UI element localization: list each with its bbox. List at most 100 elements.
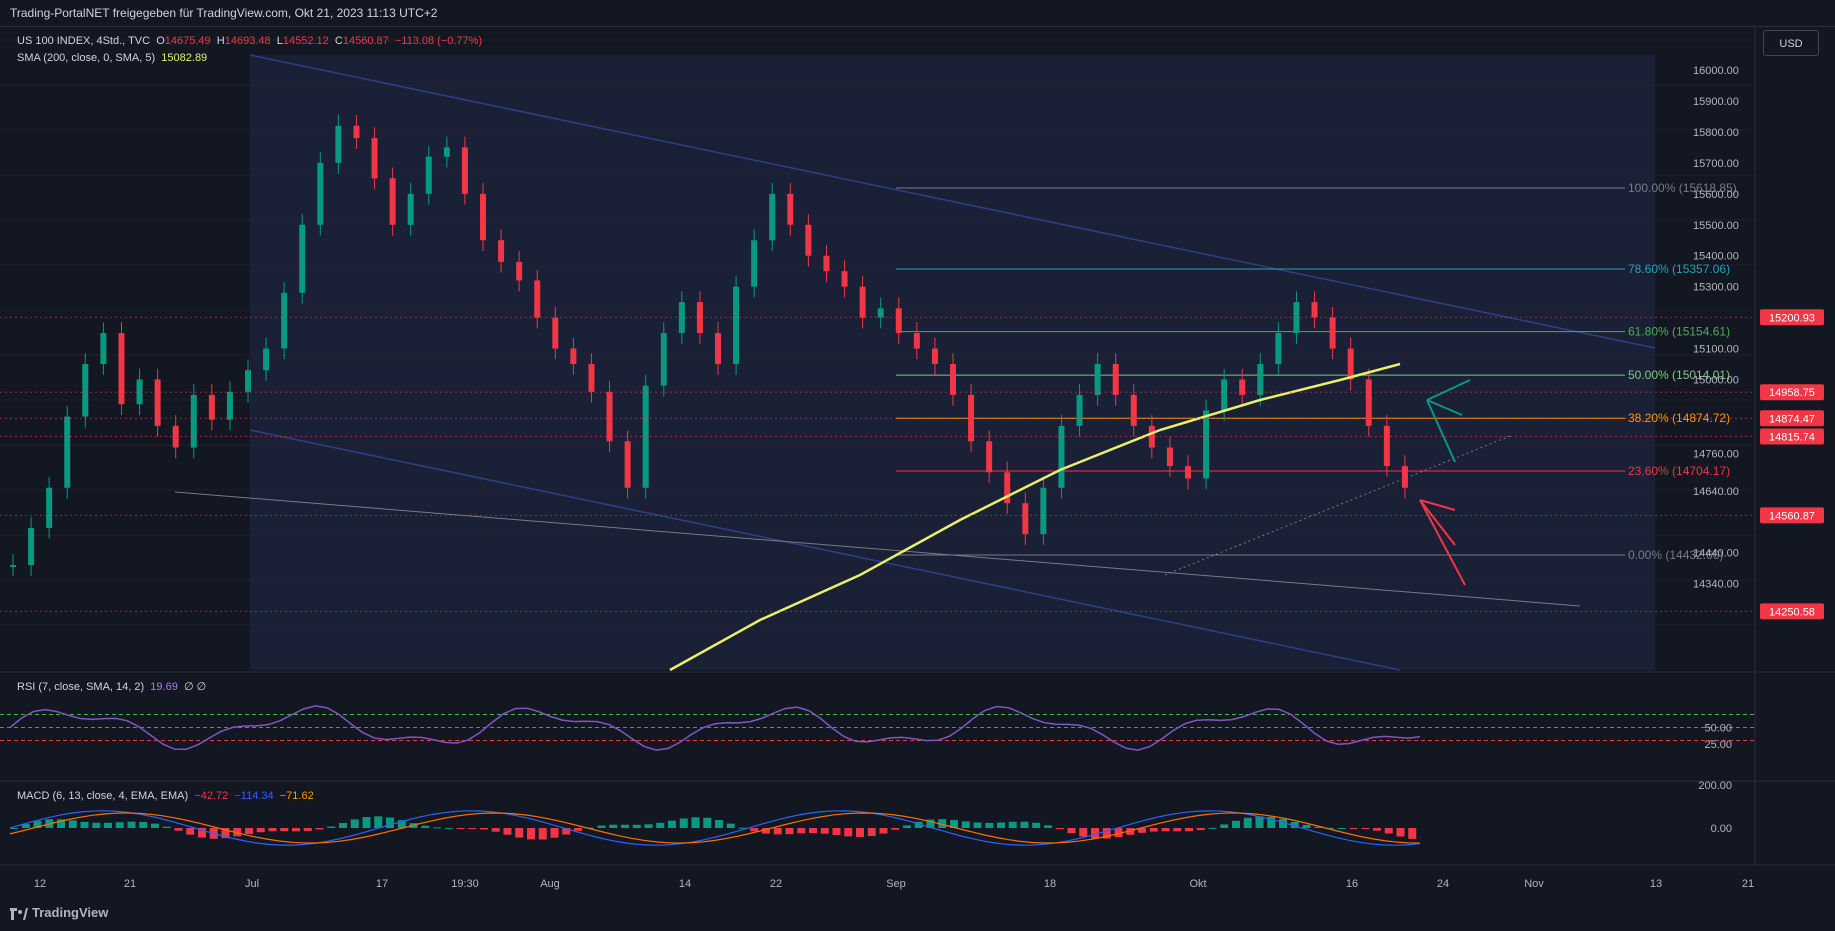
rsi-legend[interactable]: RSI (7, close, SMA, 14, 2) 19.69 ∅ ∅ [17, 680, 206, 693]
macd-histogram-bar [1126, 828, 1135, 835]
price-badge [1760, 507, 1824, 524]
price-tick-label: 15300.00 [1693, 282, 1739, 294]
change-value: −113.08 (−0.77%) [394, 35, 483, 47]
price-axis[interactable]: 16000.00 15900.00 15800.00 15700.00 15600.00… [0, 65, 1824, 620]
macd-histogram-bar [468, 828, 477, 829]
rsi-tick-label: 50.00 [1704, 723, 1732, 735]
trend-line [1164, 435, 1511, 576]
macd-histogram-bar [762, 828, 770, 834]
sma-legend[interactable]: SMA (200, close, 0, SMA, 5) 15082.89 [17, 52, 207, 64]
macd-histogram-bar [903, 825, 911, 828]
macd-histogram-bar [1208, 827, 1217, 829]
macd-histogram-bar [820, 828, 829, 834]
macd-histogram-bar [832, 828, 841, 835]
candle-body [1365, 379, 1372, 426]
price-tick-label: 15400.00 [1693, 251, 1739, 263]
price-badge [1760, 384, 1824, 401]
candle-body [1347, 348, 1354, 380]
macd-histogram-bar [68, 820, 77, 828]
macd-histogram-bar [57, 819, 65, 828]
candle-body [805, 224, 812, 256]
candle-body [986, 441, 993, 473]
candle-body [534, 280, 541, 318]
bullish-arrow [1426, 379, 1471, 401]
macd-histogram-bar [21, 823, 30, 828]
macd-histogram-bar [1079, 828, 1088, 837]
time-tick-label: 22 [770, 878, 782, 890]
macd-histogram-bar [1255, 816, 1264, 828]
candle-body [425, 156, 432, 194]
price-tick-label: 15700.00 [1693, 158, 1739, 170]
rsi-extra: ∅ ∅ [183, 681, 207, 693]
macd-histogram-bar [715, 820, 723, 828]
macd-tick-label: 0.00 [1711, 823, 1732, 835]
macd-histogram-bar [386, 817, 394, 828]
macd-histogram-bar [327, 826, 336, 828]
rsi-pane: 50.00 25.00 [0, 705, 1755, 751]
macd-histogram-bar [433, 827, 441, 829]
low-value: 14552.12 [282, 35, 329, 47]
macd-histogram-bar [256, 828, 265, 833]
macd-histogram-bar [104, 822, 112, 828]
macd-histogram-bar [550, 828, 559, 838]
macd-tick-label: 200.00 [1698, 780, 1732, 792]
symbol-name: US 100 INDEX, 4Std., TVC [17, 35, 151, 47]
candle-body [931, 348, 938, 364]
price-badge [1760, 603, 1824, 620]
macd-histogram-bar [1290, 821, 1299, 828]
macd-histogram-bar [809, 828, 817, 834]
macd-histogram-bar [1067, 828, 1076, 834]
price-badge-label: 14560.87 [1769, 510, 1815, 522]
macd-histogram-bar [1384, 828, 1393, 834]
price-badge-label: 15200.93 [1769, 312, 1815, 324]
fib-level-label: 78.60% (15357.06) [1628, 262, 1730, 276]
macd-histogram-bar [350, 819, 359, 828]
candle-body [208, 394, 215, 420]
candle-body [624, 441, 631, 488]
price-badge [1760, 428, 1824, 445]
currency-button[interactable]: USD [1763, 30, 1819, 56]
channel-lines [174, 54, 1656, 671]
macd-histogram-bar [127, 821, 136, 828]
candle-body [353, 125, 360, 139]
time-axis[interactable]: 12 21 Jul 17 19:30 Aug 14 22 Sep 18 Okt 16 24 Nov 13 21 [34, 878, 1754, 890]
macd-histogram-bar [1196, 828, 1205, 831]
macd-histogram-bar [139, 821, 148, 828]
candle-body [1257, 363, 1264, 395]
macd-histogram-bar [679, 818, 688, 828]
macd-histogram-bar [92, 822, 101, 828]
time-tick-label: 21 [124, 878, 136, 890]
candle-body [715, 333, 721, 364]
tradingview-brand[interactable]: TradingView [10, 905, 108, 920]
macd-line [9, 810, 1421, 846]
macd-label: MACD (6, 13, close, 4, EMA, EMA) [17, 790, 189, 802]
rsi-tick-label: 25.00 [1704, 739, 1732, 751]
candle-body [1166, 447, 1173, 467]
macd-histogram-bar [1267, 816, 1276, 828]
candle-body [1221, 379, 1228, 411]
price-badge-label: 14874.47 [1769, 413, 1815, 425]
time-tick-label: 17 [376, 878, 388, 890]
candle-body [371, 138, 378, 179]
macd-histogram-bar [621, 824, 629, 828]
macd-histogram-bar [1161, 828, 1170, 832]
macd-histogram-bar [1091, 828, 1099, 839]
candle-body [895, 308, 902, 334]
price-tick-label: 14640.00 [1693, 486, 1739, 498]
macd-histogram-bar [985, 822, 994, 828]
macd-histogram-bar [574, 828, 582, 831]
candle-body [443, 147, 450, 157]
macd-histogram-bar [33, 820, 42, 828]
candle-body [588, 363, 595, 392]
candle-body [1383, 425, 1390, 467]
macd-histogram-bar [797, 828, 806, 834]
macd-value-2: −114.34 [234, 790, 274, 802]
macd-histogram-bar [844, 828, 853, 837]
macd-histogram-bar [1220, 824, 1229, 828]
macd-histogram-bar [1361, 828, 1370, 829]
macd-legend[interactable]: MACD (6, 13, close, 4, EMA, EMA) −42.72 … [17, 790, 314, 802]
support-line [174, 491, 1581, 607]
macd-histogram-bar [198, 828, 206, 838]
